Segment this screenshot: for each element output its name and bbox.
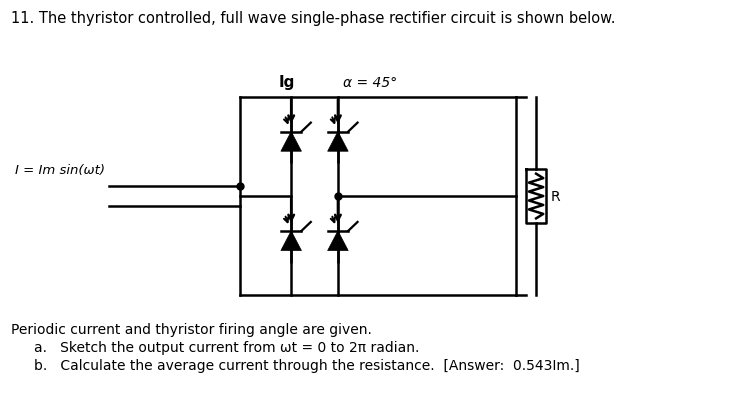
- Text: 11. The thyristor controlled, full wave single-phase rectifier circuit is shown : 11. The thyristor controlled, full wave …: [11, 11, 615, 26]
- Text: I = Im sin(ωt): I = Im sin(ωt): [15, 164, 105, 177]
- Text: α = 45°: α = 45°: [343, 75, 397, 89]
- Text: a.   Sketch the output current from ωt = 0 to 2π radian.: a. Sketch the output current from ωt = 0…: [34, 340, 419, 354]
- Text: Ig: Ig: [278, 75, 295, 89]
- Polygon shape: [328, 231, 348, 251]
- Text: R: R: [551, 190, 561, 204]
- Polygon shape: [281, 231, 302, 251]
- Polygon shape: [328, 132, 348, 152]
- Polygon shape: [281, 132, 302, 152]
- Text: Periodic current and thyristor firing angle are given.: Periodic current and thyristor firing an…: [11, 322, 372, 336]
- Text: b.   Calculate the average current through the resistance.  [Answer:  0.543Im.]: b. Calculate the average current through…: [34, 358, 580, 372]
